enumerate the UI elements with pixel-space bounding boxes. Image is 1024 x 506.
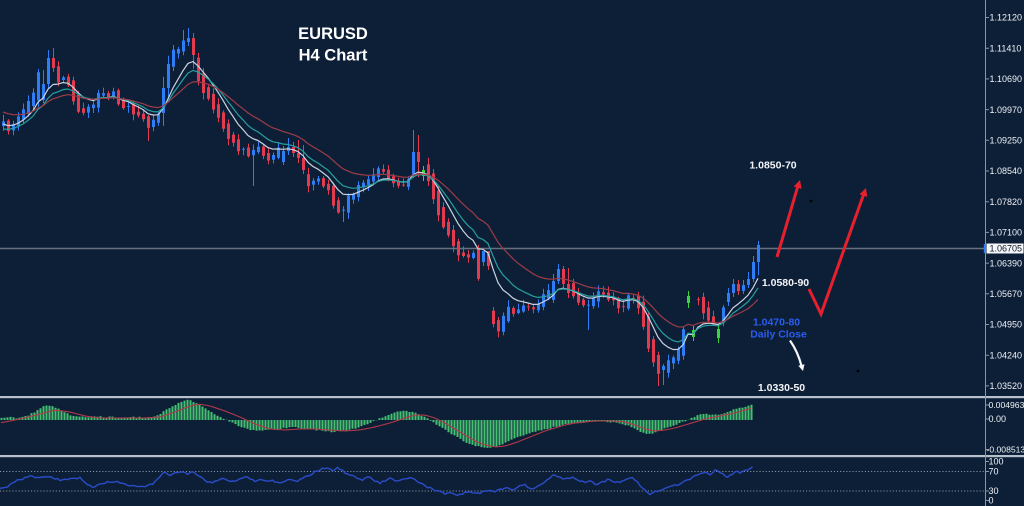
svg-text:1.09970: 1.09970 [990, 105, 1023, 115]
svg-text:0: 0 [989, 496, 994, 506]
svg-text:1.05670: 1.05670 [990, 289, 1023, 299]
svg-text:EURUSD: EURUSD [298, 25, 368, 43]
svg-text:1.0580-90: 1.0580-90 [762, 277, 809, 289]
svg-text:1.0470-80: 1.0470-80 [753, 317, 800, 329]
svg-text:1.06705: 1.06705 [990, 244, 1023, 254]
svg-text:1.07820: 1.07820 [990, 197, 1023, 207]
svg-text:1.06390: 1.06390 [990, 258, 1023, 268]
svg-text:1.04240: 1.04240 [990, 350, 1023, 360]
svg-text:70: 70 [989, 467, 999, 477]
svg-text:1.0850-70: 1.0850-70 [749, 160, 796, 172]
svg-text:1.04950: 1.04950 [990, 320, 1023, 330]
svg-text:1.10690: 1.10690 [990, 74, 1023, 84]
svg-text:-0.008513: -0.008513 [987, 445, 1024, 455]
svg-text:0.004963: 0.004963 [989, 400, 1024, 410]
svg-text:1.08540: 1.08540 [990, 166, 1023, 176]
svg-text:30: 30 [989, 486, 999, 496]
svg-text:1.11410: 1.11410 [990, 43, 1022, 53]
svg-text:1.07100: 1.07100 [990, 228, 1023, 238]
svg-text:Daily Close: Daily Close [750, 329, 807, 341]
svg-text:H4 Chart: H4 Chart [299, 47, 368, 65]
svg-text:100: 100 [989, 457, 1004, 467]
svg-text:1.0330-50: 1.0330-50 [758, 382, 805, 394]
svg-text:0.00: 0.00 [989, 414, 1007, 424]
svg-text:1.09250: 1.09250 [990, 136, 1023, 146]
svg-text:1.12120: 1.12120 [990, 13, 1023, 23]
svg-text:1.03520: 1.03520 [990, 381, 1023, 391]
